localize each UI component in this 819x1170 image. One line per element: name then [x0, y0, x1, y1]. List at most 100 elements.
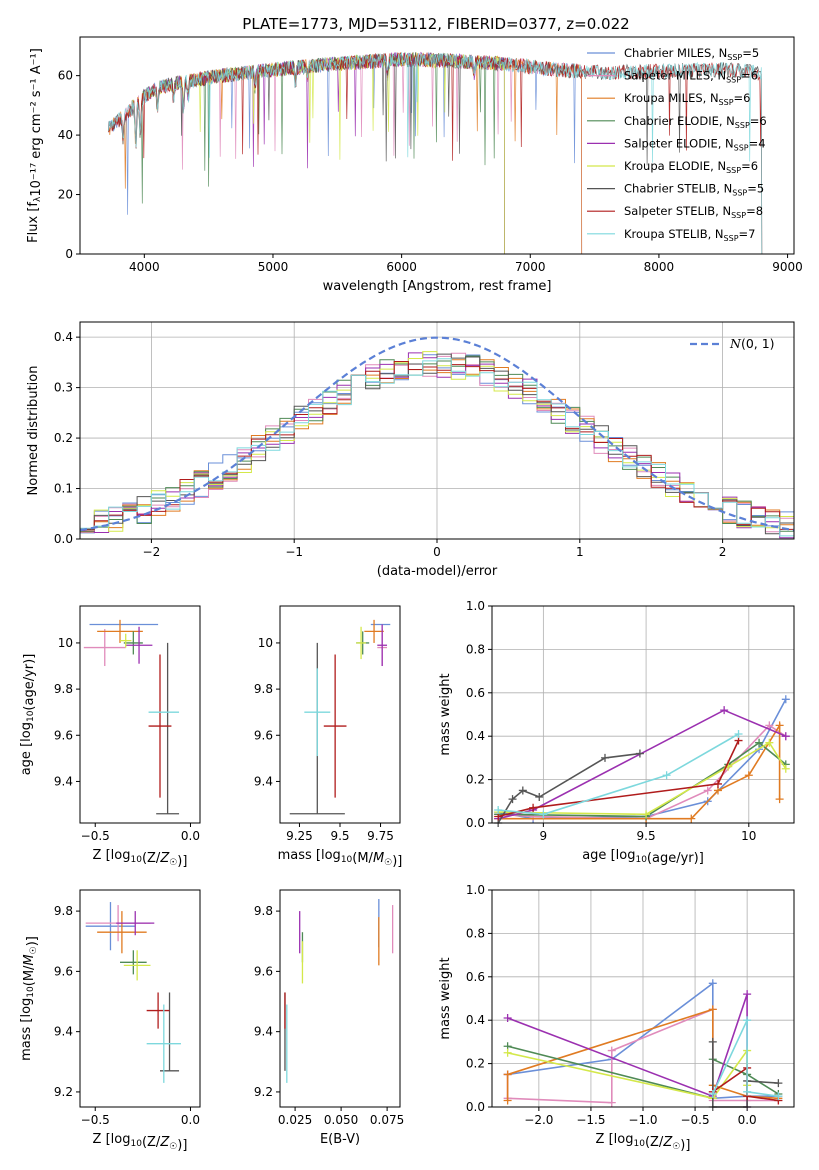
y-tick-label: 9.2: [254, 1085, 273, 1099]
errorbar-point-chabrier-stelib: [156, 642, 180, 815]
x-tick-label: 0.0: [181, 829, 200, 843]
y-tick-label: 0.2: [466, 773, 485, 787]
y-axis-label: Flux [fλ10⁻¹⁷ erg cm⁻² s⁻¹ A⁻¹]: [26, 48, 44, 243]
weight-marker: [708, 979, 717, 988]
weight-marker: [635, 749, 644, 758]
x-axis-label: E(B-V): [320, 1132, 360, 1147]
errorbar-point-kroupa-miles: [97, 619, 143, 643]
normal-curve: [80, 336, 794, 532]
weight-marker: [642, 810, 651, 819]
x-tick-label: −1.0: [628, 1113, 657, 1127]
axes-frame: [79, 605, 201, 824]
weight-series-kroupa-stelib: [494, 730, 743, 819]
y-tick-label: 9.8: [254, 682, 273, 696]
x-tick-label: 9.5: [637, 829, 656, 843]
errorbar-point-kroupa-stelib: [146, 1004, 181, 1083]
x-tick-label: −0.5: [81, 829, 110, 843]
x-tick-label: 5000: [258, 260, 289, 274]
errorbar-point-kroupa-elodie: [120, 633, 132, 648]
errorbar-point-salpeter-miles: [83, 629, 126, 667]
axes-frame: [79, 321, 795, 540]
x-tick-label: 7000: [515, 260, 546, 274]
y-tick-label: 0.4: [54, 330, 73, 344]
weight-marker: [775, 795, 784, 804]
x-tick-label: 9.5: [330, 829, 349, 843]
weight-marker: [781, 764, 790, 773]
histogram-chabrier-stelib: [80, 353, 794, 535]
y-tick-label: 0.8: [466, 642, 485, 656]
legend-label-salpeter-elodie: Salpeter ELODIE, NSSP=4: [624, 136, 766, 152]
x-axis-label: (data-model)/error: [377, 564, 498, 579]
weight-marker: [755, 738, 764, 747]
weight-marker: [743, 1016, 752, 1025]
y-tick-label: 40: [58, 128, 73, 142]
weight-series-kroupa-elodie: [494, 738, 790, 819]
weight-marker: [607, 1098, 616, 1107]
mass-weight-vs-metallicity-panel: −2.0 −1.5 −1.0 −0.5 0.0 0.0 0.2 0.4 0.6 0.8 1.0 Z […: [438, 883, 795, 1153]
weight-marker: [743, 990, 752, 999]
x-tick-label: 9: [540, 829, 548, 843]
weight-series-chabrier-stelib: [494, 749, 644, 827]
y-tick-label: 0.2: [54, 431, 73, 445]
weight-series-salpeter-elodie: [494, 706, 790, 823]
weight-marker: [743, 1087, 752, 1096]
errorbar-point-salpeter-stelib: [323, 654, 347, 798]
x-tick-label: −2.0: [524, 1113, 553, 1127]
x-axis-label: wavelength [Angstrom, rest frame]: [323, 279, 552, 294]
errorbar-point-kroupa-stelib: [304, 668, 331, 757]
y-tick-label: 9.4: [54, 1025, 73, 1039]
y-tick-label: 0.4: [466, 729, 485, 743]
x-tick-label: −1.5: [576, 1113, 605, 1127]
axes-frame: [279, 605, 401, 824]
x-tick-label: 0.0: [181, 1113, 200, 1127]
x-axis-label: mass [log10(M/M☉)]: [278, 848, 403, 869]
weight-marker: [662, 771, 671, 780]
x-tick-label: 9.75: [367, 829, 394, 843]
weight-marker: [720, 706, 729, 715]
y-tick-label: 0: [65, 247, 73, 261]
y-tick-label: 10: [58, 636, 73, 650]
axes-frame: [79, 889, 201, 1108]
x-tick-label: −2: [143, 545, 161, 559]
y-tick-label: 0.8: [466, 926, 485, 940]
y-tick-label: 9.4: [54, 774, 73, 788]
weight-marker: [503, 1014, 512, 1023]
legend-label-kroupa-miles: Kroupa MILES, NSSP=6: [624, 91, 750, 107]
y-tick-label: 9.4: [254, 1025, 273, 1039]
errorbar-point-kroupa-elodie: [356, 626, 366, 660]
weight-marker: [774, 1079, 783, 1088]
weight-marker: [703, 786, 712, 795]
weight-marker: [744, 771, 753, 780]
y-tick-label: 10: [258, 636, 273, 650]
axes-frame: [491, 605, 795, 824]
legend-label-kroupa-elodie: Kroupa ELODIE, NSSP=6: [624, 159, 758, 175]
y-tick-label: 9.8: [54, 904, 73, 918]
legend-label-kroupa-stelib: Kroupa STELIB, NSSP=7: [624, 227, 755, 243]
figure-title: PLATE=1773, MJD=53112, FIBERID=0377, z=0…: [242, 15, 629, 33]
x-tick-label: 2: [719, 545, 727, 559]
x-tick-label: 6000: [386, 260, 417, 274]
y-axis-label: age [log10(age/yr)]: [19, 654, 37, 776]
y-tick-label: 0.6: [466, 970, 485, 984]
weight-marker: [781, 695, 790, 704]
weight-series-chabrier-miles: [494, 695, 790, 823]
y-tick-label: 1.0: [466, 883, 485, 897]
weight-marker: [535, 792, 544, 801]
x-tick-label: 1: [576, 545, 584, 559]
x-axis-label: age [log10(age/yr)]: [582, 848, 704, 866]
x-tick-label: 0.050: [324, 1113, 358, 1127]
y-tick-label: 20: [58, 188, 73, 202]
y-tick-label: 1.0: [466, 599, 485, 613]
errorbar-point-salpeter-stelib: [146, 992, 170, 1029]
weight-marker: [708, 1089, 717, 1098]
weight-series-kroupa-stelib: [708, 1016, 783, 1101]
residual-distribution-panel: −2 −1 0 1 2 0.0 0.1 0.2 0.3 0.4 (data-model)/error…: [26, 321, 795, 579]
weight-marker: [708, 1005, 717, 1014]
y-axis-label: mass weight: [438, 673, 453, 755]
weight-marker: [765, 738, 774, 747]
legend-label-chabrier-elodie: Chabrier ELODIE, NSSP=6: [624, 114, 767, 130]
y-tick-label: 9.2: [54, 1085, 73, 1099]
y-tick-label: 9.4: [254, 774, 273, 788]
legend-label-salpeter-miles: Salpeter MILES, NSSP=6: [624, 69, 758, 85]
